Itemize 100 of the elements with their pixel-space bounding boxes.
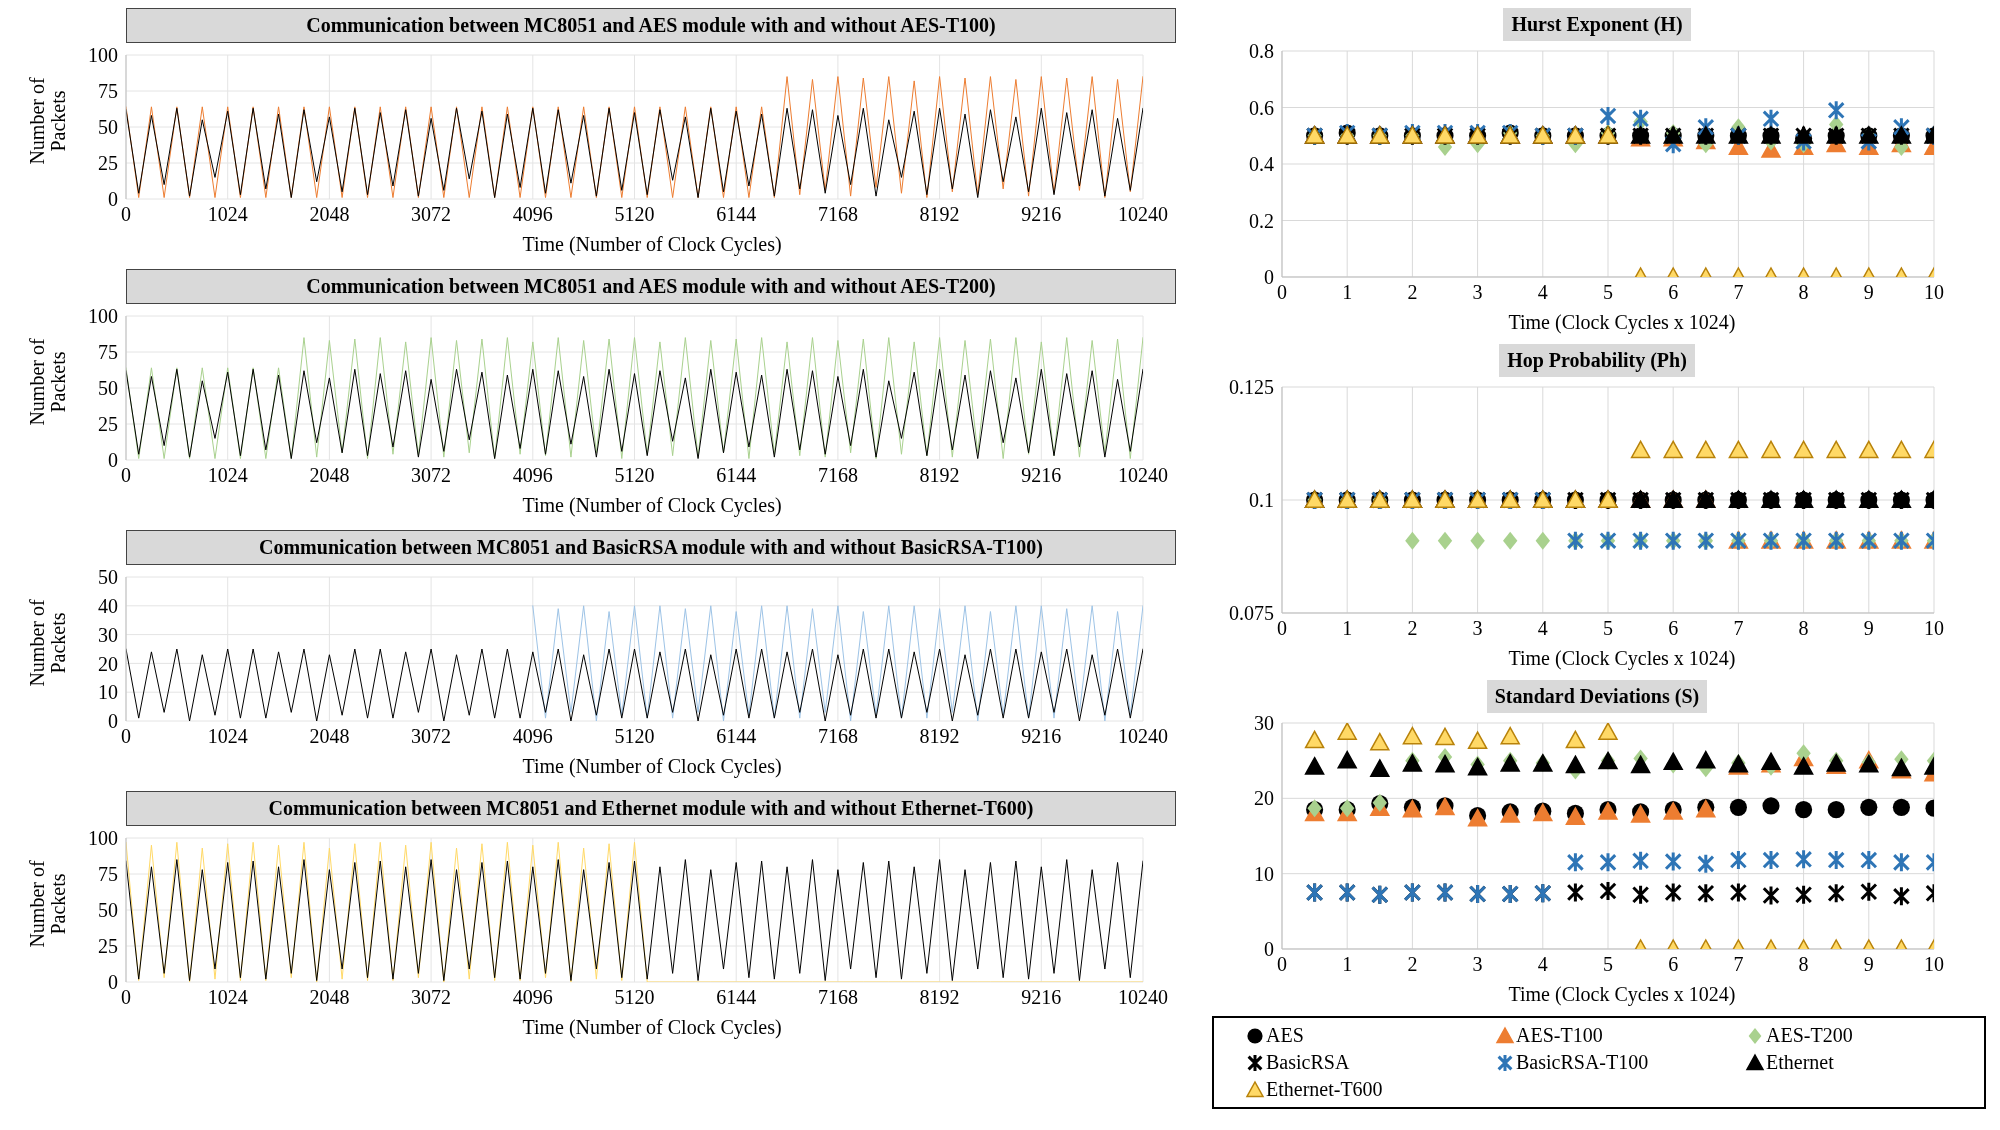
x-tick-label: 9216 — [1021, 464, 1062, 487]
x-tick-label: 9216 — [1021, 203, 1062, 226]
x-tick-label: 8 — [1798, 617, 1809, 640]
x-tick-label: 2048 — [309, 725, 350, 748]
x-axis-title: Time (Clock Cycles x 1024) — [1507, 647, 1737, 670]
y-tick-label: 0.4 — [1249, 153, 1274, 176]
y-tick-label: 0 — [108, 188, 118, 211]
x-tick-label: 6144 — [716, 725, 757, 748]
x-axis-title: Time (Number of Clock Cycles) — [521, 1016, 783, 1039]
x-tick-label: 10 — [1924, 281, 1944, 304]
x-tick-label: 5120 — [614, 464, 655, 487]
x-tick-label: 10240 — [1118, 464, 1168, 487]
legend-label: AES — [1266, 1024, 1304, 1047]
chart-title: Communication between MC8051 and BasicRSA module with and without BasicRSA-T100) — [126, 530, 1176, 565]
x-tick-label: 6 — [1668, 617, 1679, 640]
y-axis-title: Number of Packets — [26, 76, 69, 167]
x-tick-label: 3072 — [411, 986, 452, 1009]
x-tick-label: 7168 — [817, 725, 858, 748]
x-tick-label: 6 — [1668, 281, 1679, 304]
y-tick-label: 20 — [1254, 787, 1274, 810]
x-tick-label: 7 — [1733, 617, 1744, 640]
legend-label: AES-T100 — [1516, 1024, 1603, 1047]
x-tick-label: 4096 — [512, 464, 553, 487]
x-tick-label: 9 — [1863, 281, 1874, 304]
x-tick-label: 10240 — [1118, 203, 1168, 226]
x-tick-label: 7168 — [817, 464, 858, 487]
x-tick-label: 4 — [1537, 617, 1548, 640]
y-axis-title: Number of Packets — [26, 337, 69, 428]
chart-title: Hop Probability (Ph) — [1499, 344, 1695, 377]
x-tick-label: 2048 — [309, 203, 350, 226]
y-tick-label: 75 — [98, 341, 118, 364]
x-axis-title: Time (Number of Clock Cycles) — [521, 494, 783, 517]
y-tick-label: 0.8 — [1249, 40, 1274, 63]
x-tick-label: 1024 — [207, 986, 248, 1009]
chart-title: Communication between MC8051 and AES module with and without AES-T100) — [126, 8, 1176, 43]
x-tick-label: 5120 — [614, 986, 655, 1009]
x-tick-label: 4 — [1537, 281, 1548, 304]
x-tick-label: 1024 — [207, 725, 248, 748]
y-tick-label: 75 — [98, 863, 118, 886]
y-tick-label: 100 — [88, 305, 118, 328]
y-tick-label: 30 — [1254, 712, 1274, 735]
x-tick-label: 8192 — [919, 464, 960, 487]
x-tick-label: 4 — [1537, 953, 1548, 976]
x-tick-label: 6144 — [716, 464, 757, 487]
x-tick-label: 3 — [1472, 281, 1483, 304]
y-tick-label: 0 — [1264, 938, 1274, 961]
x-tick-label: 5120 — [614, 203, 655, 226]
x-axis-title: Time (Clock Cycles x 1024) — [1507, 983, 1737, 1006]
x-tick-label: 4096 — [512, 725, 553, 748]
x-tick-label: 1 — [1342, 281, 1353, 304]
x-tick-label: 6144 — [716, 986, 757, 1009]
y-axis-title: Number of Packets — [26, 859, 69, 950]
y-tick-label: 25 — [98, 935, 118, 958]
y-tick-label: 25 — [98, 413, 118, 436]
x-tick-label: 4096 — [512, 986, 553, 1009]
y-tick-label: 0 — [108, 449, 118, 472]
x-tick-label: 4096 — [512, 203, 553, 226]
y-tick-label: 100 — [88, 44, 118, 67]
y-tick-label: 0.2 — [1249, 209, 1274, 232]
chart-title: Communication between MC8051 and AES module with and without AES-T200) — [126, 269, 1176, 304]
y-tick-label: 25 — [98, 152, 118, 175]
x-tick-label: 3 — [1472, 953, 1483, 976]
x-tick-label: 5 — [1603, 953, 1613, 976]
y-tick-label: 0.125 — [1229, 376, 1274, 399]
x-tick-label: 6144 — [716, 203, 757, 226]
x-tick-label: 10240 — [1118, 986, 1168, 1009]
y-axis-title: Number of Packets — [26, 598, 69, 689]
x-tick-label: 10 — [1924, 953, 1944, 976]
x-axis-title: Time (Number of Clock Cycles) — [521, 755, 783, 778]
x-tick-label: 5 — [1603, 617, 1613, 640]
x-tick-label: 2048 — [309, 986, 350, 1009]
x-tick-label: 5120 — [614, 725, 655, 748]
x-tick-label: 10 — [1924, 617, 1944, 640]
y-tick-label: 20 — [98, 652, 118, 675]
y-tick-label: 100 — [88, 827, 118, 850]
y-tick-label: 0.6 — [1249, 96, 1274, 119]
y-tick-label: 0 — [1264, 266, 1274, 289]
x-tick-label: 10240 — [1118, 725, 1168, 748]
x-tick-label: 7 — [1733, 281, 1744, 304]
x-tick-label: 7168 — [817, 203, 858, 226]
x-tick-label: 9 — [1863, 617, 1874, 640]
x-tick-label: 1 — [1342, 617, 1353, 640]
x-tick-label: 8192 — [919, 986, 960, 1009]
y-tick-label: 50 — [98, 566, 118, 589]
x-axis-title: Time (Number of Clock Cycles) — [521, 233, 783, 256]
x-tick-label: 3072 — [411, 464, 452, 487]
chart-title: Standard Deviations (S) — [1486, 680, 1708, 713]
x-tick-label: 7 — [1733, 953, 1744, 976]
x-tick-label: 1 — [1342, 953, 1353, 976]
x-tick-label: 5 — [1603, 281, 1613, 304]
chart-title: Communication between MC8051 and Ethernet module with and without Ethernet-T600) — [126, 791, 1176, 826]
x-tick-label: 2 — [1407, 281, 1418, 304]
x-tick-label: 6 — [1668, 953, 1679, 976]
y-tick-label: 0 — [108, 710, 118, 733]
legend-label: BasicRSA-T100 — [1516, 1051, 1649, 1074]
y-tick-label: 0.075 — [1229, 602, 1274, 625]
y-tick-label: 10 — [98, 681, 118, 704]
y-tick-label: 50 — [98, 116, 118, 139]
x-tick-label: 8192 — [919, 203, 960, 226]
legend-label: Ethernet-T600 — [1266, 1078, 1383, 1101]
